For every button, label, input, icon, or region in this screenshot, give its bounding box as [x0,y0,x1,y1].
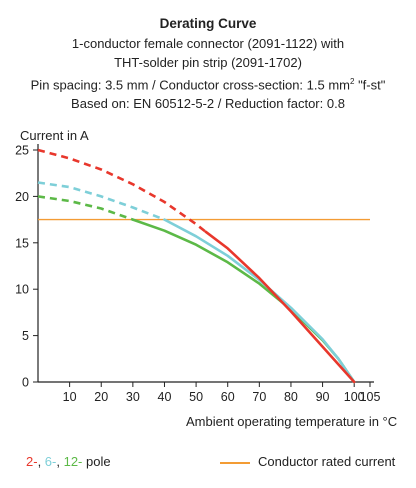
series-2-pole-dashed [37,148,207,233]
legend-2-pole: 2- [26,454,38,469]
legend-rated-current-swatch [220,462,250,464]
conductor-type-text: "f-st" [354,77,386,93]
series-12-pole-solid [131,218,356,384]
y-tick-label: 10 [15,283,29,297]
y-tick-label: 0 [22,376,29,390]
x-tick-label: 50 [189,390,203,404]
cross-section-text: Pin spacing: 3.5 mm / Conductor cross-se… [30,77,350,93]
subtitle-line-3: Pin spacing: 3.5 mm / Conductor cross-se… [0,72,416,94]
x-tick-label: 40 [158,390,172,404]
subtitle-line-2: THT-solder pin strip (2091-1702) [114,55,302,70]
x-tick-label: 90 [316,390,330,404]
superscript-2: 2 [350,77,355,86]
subtitle-line-4: Based on: EN 60512-5-2 / Reduction facto… [71,96,345,112]
series-6-pole-dashed [37,181,165,221]
legend-rated-current: Conductor rated current [258,454,396,469]
legend-separator: , [56,454,64,469]
legend-12-pole: 12- [63,454,83,469]
x-axis-label: Ambient operating temperature in °C [186,414,398,429]
legend-pole-counts: 2-, 6-, 12- pole [26,454,111,469]
x-tick-label: 70 [252,390,266,404]
x-tick-label: 80 [284,390,298,404]
y-axis-label: Current in A [20,128,89,143]
chart-title: Derating Curve [159,16,257,31]
legend-6-pole: 6- [44,454,57,469]
legend-separator: , [37,454,45,469]
y-tick-label: 5 [22,329,29,343]
x-tick-label: 30 [126,390,140,404]
chart-header: Derating Curve 1-conductor female connec… [0,14,416,113]
series-2-pole-solid [204,230,356,384]
y-tick-label: 25 [15,144,29,158]
x-tick-label: 100 [344,390,365,404]
y-tick-label: 20 [15,190,29,204]
x-tick-label: 10 [63,390,77,404]
x-tick-label: 20 [94,390,108,404]
series-12-pole-dashed [37,195,134,221]
y-tick-label: 15 [15,236,29,250]
x-tick-label: 105 [360,390,381,404]
subtitle-line-1: 1-conductor female connector (2091-1122)… [71,36,345,51]
x-tick-label: 60 [221,390,235,404]
legend-pole-text: pole [86,454,111,469]
